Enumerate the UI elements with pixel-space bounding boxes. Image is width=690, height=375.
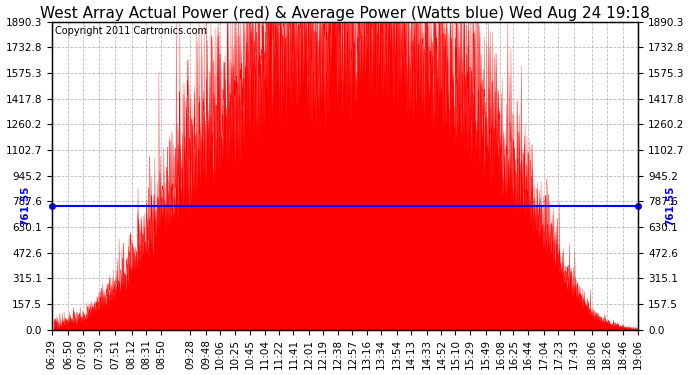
Title: West Array Actual Power (red) & Average Power (Watts blue) Wed Aug 24 19:18: West Array Actual Power (red) & Average … [40,6,650,21]
Text: Copyright 2011 Cartronics.com: Copyright 2011 Cartronics.com [55,26,207,36]
Text: 761.55: 761.55 [21,185,30,226]
Text: 761.55: 761.55 [665,185,676,226]
